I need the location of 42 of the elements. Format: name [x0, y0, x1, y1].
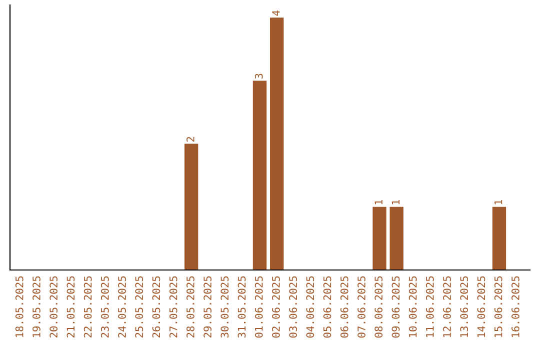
x-tick-label: 11.06.2025	[426, 276, 434, 338]
data-label: 1	[374, 200, 382, 204]
x-tick-label: 15.06.2025	[494, 276, 502, 338]
x-tick-label: 28.05.2025	[186, 276, 194, 338]
data-label: 2	[186, 137, 194, 142]
bar	[372, 206, 386, 270]
x-tick-label: 25.05.2025	[135, 276, 144, 338]
x-tick-label: 02.06.2025	[272, 276, 280, 338]
x-tick-label: 19.05.2025	[32, 276, 40, 338]
x-tick-label: 03.06.2025	[289, 276, 297, 338]
bar	[184, 144, 198, 270]
x-tick-label: 06.06.2025	[340, 276, 348, 338]
bar	[252, 80, 267, 270]
x-tick-label: 10.06.2025	[408, 276, 417, 338]
x-tick-label: 20.05.2025	[50, 276, 58, 338]
x-tick-label: 14.06.2025	[477, 276, 486, 338]
x-tick-label: 04.06.2025	[306, 276, 314, 338]
x-tick-label: 01.06.2025	[254, 276, 263, 338]
x-tick-label: 23.05.2025	[100, 276, 109, 338]
x-tick-label: 26.05.2025	[152, 276, 160, 338]
x-tick-label: 27.05.2025	[169, 276, 178, 338]
x-tick-label: 29.05.2025	[204, 276, 212, 338]
bar	[492, 206, 506, 270]
x-tick-label: 22.05.2025	[84, 276, 92, 338]
x-tick-label: 30.05.2025	[220, 276, 229, 338]
x-tick-label: 12.06.2025	[443, 276, 451, 338]
x-tick-label: 05.06.2025	[323, 276, 332, 338]
data-label: 3	[254, 74, 263, 79]
x-tick-label: 18.05.2025	[15, 276, 24, 338]
bar	[390, 206, 404, 270]
x-tick-label: 21.05.2025	[66, 276, 75, 338]
x-tick-label: 13.06.2025	[460, 276, 468, 338]
bar	[270, 18, 284, 270]
x-tick-label: 16.06.2025	[511, 276, 520, 338]
x-tick-label: 07.06.2025	[358, 276, 366, 338]
x-tick-label: 31.05.2025	[238, 276, 246, 338]
data-label: 1	[392, 200, 400, 204]
data-label: 4	[272, 10, 280, 16]
x-tick-label: 09.06.2025	[392, 276, 400, 338]
data-label: 1	[494, 200, 502, 204]
x-tick-label: 08.06.2025	[374, 276, 383, 338]
x-tick-label: 24.05.2025	[118, 276, 126, 338]
